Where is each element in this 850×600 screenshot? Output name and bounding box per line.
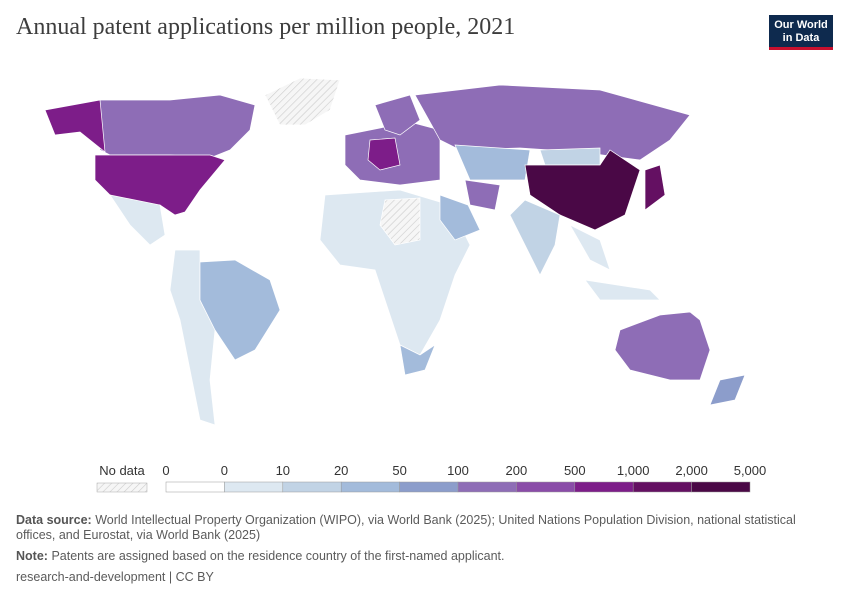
region	[265, 78, 340, 125]
legend-bin	[458, 482, 516, 492]
legend-bin	[166, 482, 224, 492]
logo-line: Our World	[769, 19, 833, 32]
logo[interactable]: Our World in Data	[769, 15, 833, 50]
legend-bin	[224, 482, 282, 492]
region	[455, 145, 530, 180]
source-text: World Intellectual Property Organization…	[16, 513, 796, 542]
region	[645, 165, 665, 210]
legend-label: 200	[506, 463, 528, 478]
region	[100, 95, 255, 158]
legend-label: 1,000	[617, 463, 650, 478]
countries	[45, 78, 745, 425]
legend: No data 0 0 10 20 50 100 200 500 1,000 2,000 5,000	[0, 460, 850, 500]
region	[570, 225, 610, 270]
source: Data source: World Intellectual Property…	[16, 513, 836, 543]
legend-bin	[633, 482, 691, 492]
map	[0, 60, 850, 505]
footer: Data source: World Intellectual Property…	[16, 513, 836, 591]
region	[615, 312, 710, 380]
legend-no-data	[97, 483, 147, 492]
legend-label: 0	[221, 463, 228, 478]
note-text: Patents are assigned based on the reside…	[51, 549, 504, 563]
legend-no-data-label: No data	[99, 463, 145, 478]
region	[585, 280, 660, 300]
source-label: Data source:	[16, 513, 92, 527]
legend-label: 100	[447, 463, 469, 478]
title: Annual patent applications per million p…	[16, 14, 515, 41]
region	[510, 200, 560, 275]
region	[710, 375, 745, 405]
note: Note: Patents are assigned based on the …	[16, 549, 836, 564]
legend-bin	[516, 482, 574, 492]
legend-label: 5,000	[734, 463, 767, 478]
logo-line: in Data	[769, 32, 833, 45]
legend-label: 0	[162, 463, 169, 478]
legend-bin	[575, 482, 633, 492]
legend-label: 2,000	[675, 463, 708, 478]
note-label: Note:	[16, 549, 48, 563]
legend-label: 500	[564, 463, 586, 478]
legend-label: 50	[392, 463, 406, 478]
region	[465, 180, 500, 210]
legend-bin	[400, 482, 458, 492]
credit: research-and-development | CC BY	[16, 570, 836, 585]
legend-bin	[283, 482, 341, 492]
region	[45, 100, 105, 152]
legend-label: 10	[276, 463, 290, 478]
legend-bin	[341, 482, 399, 492]
legend-label: 20	[334, 463, 348, 478]
region	[540, 148, 600, 165]
legend-bin	[692, 482, 750, 492]
